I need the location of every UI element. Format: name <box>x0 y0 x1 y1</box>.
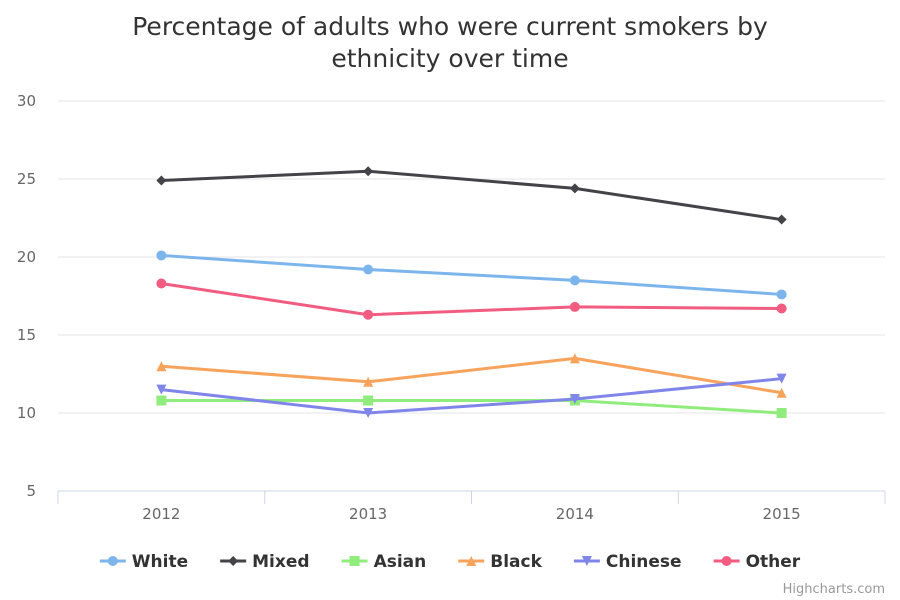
series-line-black[interactable] <box>159 356 784 395</box>
y-axis-labels: 5 10 15 20 25 30 <box>17 92 36 500</box>
legend-marker-chinese <box>581 556 592 566</box>
y-tick-label: 10 <box>17 404 36 422</box>
data-point-white <box>156 250 167 261</box>
y-tick-label: 30 <box>17 92 36 110</box>
series-black <box>156 353 787 398</box>
chart-title-line-2: ethnicity over time <box>331 44 568 73</box>
y-tick-label: 15 <box>17 326 36 344</box>
x-tick-label: 2013 <box>349 505 387 523</box>
data-point-asian <box>363 395 374 406</box>
legend-item-chinese[interactable]: Chinese <box>573 552 682 572</box>
data-point-white <box>776 289 787 300</box>
legend-item-mixed[interactable]: Mixed <box>220 552 310 572</box>
data-point-chinese <box>156 384 167 395</box>
legend-item-white[interactable]: White <box>99 552 188 572</box>
legend-item-asian[interactable]: Asian <box>341 552 427 572</box>
data-point-black <box>776 387 787 398</box>
series-white <box>156 250 787 300</box>
series-line-mixed[interactable] <box>159 169 784 222</box>
data-point-asian <box>156 395 167 406</box>
chart-title-line-1: Percentage of adults who were current sm… <box>132 12 768 41</box>
y-tick-label: 20 <box>17 248 36 266</box>
data-point-black <box>156 361 167 372</box>
data-point-white <box>569 275 580 286</box>
legend-item-other[interactable]: Other <box>713 552 801 572</box>
series-line-other[interactable] <box>159 282 784 317</box>
series-line-chinese[interactable] <box>159 377 784 415</box>
data-point-mixed <box>156 175 167 186</box>
x-axis-labels: 2012 2013 2014 2015 <box>142 505 800 523</box>
legend: White Mixed Asian Black Chinese Other <box>99 552 801 572</box>
y-tick-label: 25 <box>17 170 36 188</box>
data-point-white <box>363 264 374 275</box>
data-point-chinese <box>776 373 787 384</box>
series-line-white[interactable] <box>159 253 784 296</box>
legend-item-black[interactable]: Black <box>458 552 543 572</box>
legend-marker-black <box>466 556 477 566</box>
legend-label-white: White <box>132 552 188 572</box>
y-tick-label: 5 <box>26 482 36 500</box>
data-point-chinese <box>363 408 374 418</box>
data-point-other <box>363 309 374 320</box>
credits-link[interactable]: Highcharts.com <box>783 582 885 597</box>
data-point-asian <box>776 408 787 418</box>
data-point-black <box>569 353 580 364</box>
series-other <box>156 278 787 320</box>
data-point-other <box>776 303 787 314</box>
legend-marker-white <box>107 556 118 566</box>
series-chinese <box>156 373 787 418</box>
plot-area <box>156 166 787 418</box>
legend-label-black: Black <box>490 552 542 572</box>
legend-label-other: Other <box>746 552 801 572</box>
legend-label-asian: Asian <box>374 552 427 572</box>
legend-marker-asian <box>349 556 360 566</box>
legend-marker-mixed <box>228 556 239 566</box>
data-point-mixed <box>776 214 787 225</box>
data-point-mixed <box>569 183 580 194</box>
legend-label-mixed: Mixed <box>252 552 309 572</box>
x-tick-label: 2014 <box>556 505 594 523</box>
legend-marker-other <box>721 556 732 566</box>
data-point-other <box>569 301 580 312</box>
x-axis <box>57 490 886 504</box>
data-point-mixed <box>363 166 374 177</box>
data-point-black <box>363 376 374 387</box>
series-mixed <box>156 166 787 225</box>
x-tick-label: 2012 <box>142 505 180 523</box>
legend-label-chinese: Chinese <box>606 552 682 572</box>
x-tick-label: 2015 <box>763 505 801 523</box>
data-point-chinese <box>569 393 580 404</box>
data-point-other <box>156 278 167 289</box>
